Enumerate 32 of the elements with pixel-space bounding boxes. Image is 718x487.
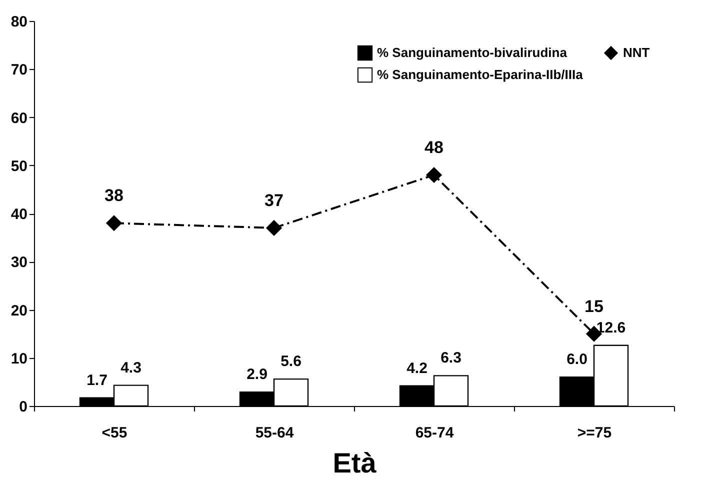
y-tick-label: 20 xyxy=(10,302,28,320)
x-tick-label: <55 xyxy=(102,424,128,442)
x-tick-label: >=75 xyxy=(577,424,612,442)
y-tick-label: 70 xyxy=(10,62,28,79)
data-label: 12.6 xyxy=(596,319,626,336)
data-label: 38 xyxy=(104,186,124,206)
data-label: 2.9 xyxy=(246,366,268,384)
data-label: 48 xyxy=(424,138,444,157)
y-tick-label: 60 xyxy=(10,110,28,127)
data-label: 1.7 xyxy=(86,372,108,389)
legend-label: % Sanguinamento-bivalirudina xyxy=(377,45,568,60)
legend-label: NNT xyxy=(623,45,650,60)
x-tick-label: 65-74 xyxy=(415,424,454,442)
data-label: 5.6 xyxy=(280,353,302,370)
data-label: 4.2 xyxy=(406,360,428,377)
y-tick-label: 10 xyxy=(10,350,28,368)
point xyxy=(266,220,282,236)
legend-label: % Sanguinamento-Eparina-IIb/IIIa xyxy=(377,67,584,82)
x-tick-label: 55-64 xyxy=(255,424,294,442)
data-label: 37 xyxy=(264,190,284,210)
y-tick-label: 30 xyxy=(10,254,28,272)
x-axis-title: Età xyxy=(332,448,377,478)
data-label: 6.0 xyxy=(566,351,588,368)
y-tick-label: 0 xyxy=(19,398,28,416)
y-tick-label: 50 xyxy=(10,158,28,175)
y-tick-label: 80 xyxy=(10,14,28,30)
data-label: 6.3 xyxy=(440,350,462,367)
data-label: 15 xyxy=(584,296,604,316)
point xyxy=(426,166,442,184)
y-tick-label: 40 xyxy=(10,206,28,223)
point xyxy=(106,215,122,232)
data-label: 4.3 xyxy=(120,359,142,376)
